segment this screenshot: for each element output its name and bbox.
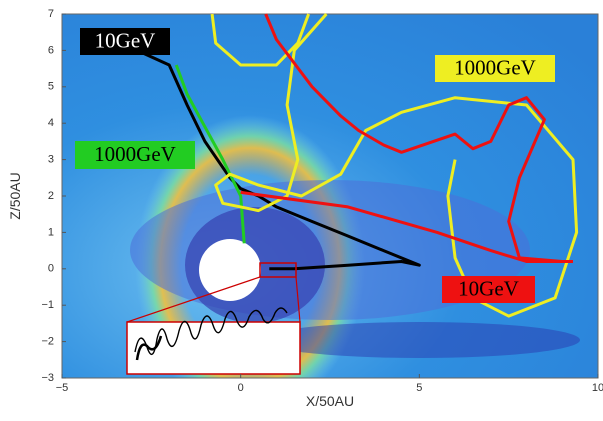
- series-label: 10GeV: [458, 276, 519, 300]
- series-label: 1000GeV: [94, 142, 176, 166]
- y-tick-label: 7: [48, 8, 54, 20]
- y-tick-label: −2: [41, 336, 54, 348]
- y-tick-label: 4: [48, 117, 54, 129]
- x-axis-label: X/50AU: [306, 393, 354, 409]
- series-label: 10GeV: [95, 28, 156, 52]
- y-tick-label: 2: [48, 190, 54, 202]
- x-tick-label: −5: [56, 382, 69, 394]
- y-tick-label: −1: [41, 299, 54, 311]
- y-axis-label: Z/50AU: [7, 172, 23, 219]
- x-tick-label: 5: [416, 382, 422, 394]
- y-tick-label: 5: [48, 81, 54, 93]
- y-tick-label: −3: [41, 372, 54, 384]
- y-tick-label: 0: [48, 263, 54, 275]
- y-tick-label: 6: [48, 44, 54, 56]
- x-tick-label: 0: [238, 382, 244, 394]
- y-tick-label: 3: [48, 154, 54, 166]
- x-tick-label: 10: [592, 382, 603, 394]
- chart: X/50AU Z/50AU 10GeV 1000GeV 1000GeV 10GeV −…: [0, 0, 603, 416]
- y-tick-label: 1: [48, 226, 54, 238]
- series-label: 1000GeV: [454, 55, 536, 79]
